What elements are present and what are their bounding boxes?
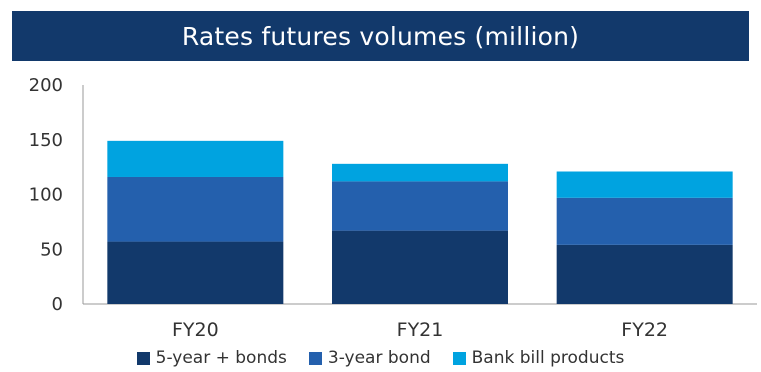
bar-fy20-series-2 — [107, 140, 284, 177]
bar-fy22-series-2 — [556, 171, 733, 198]
legend-label-2: Bank bill products — [471, 348, 625, 368]
legend-swatch-0 — [136, 351, 150, 365]
legend-swatch-1 — [308, 351, 322, 365]
x-axis-categories: FY20 FY21 FY22 — [172, 319, 668, 341]
y-tick-label-0: 0 — [52, 294, 63, 315]
y-tick-label-1: 50 — [40, 239, 63, 260]
bar-fy20-series-0 — [107, 241, 284, 304]
legend-item-1: 3-year bond — [308, 348, 431, 368]
bar-fy22-series-0 — [556, 244, 733, 304]
stacked-bar-chart: 0 50 100 150 200 FY20 FY21 FY22 — [29, 75, 757, 341]
legend-item-2: Bank bill products — [452, 348, 625, 368]
bar-fy20-series-1 — [107, 176, 284, 242]
legend-label-1: 3-year bond — [327, 348, 431, 368]
bars-group — [107, 140, 733, 304]
y-tick-label-2: 100 — [29, 185, 63, 206]
y-axis-ticks: 0 50 100 150 200 — [29, 75, 63, 315]
bar-fy22-series-1 — [556, 197, 733, 245]
x-category-label-1: FY21 — [397, 319, 444, 341]
legend-swatch-2 — [452, 351, 466, 365]
chart-title: Rates futures volumes (million) — [181, 21, 580, 51]
chart-title-bar: Rates futures volumes (million) — [12, 11, 749, 61]
x-category-label-2: FY22 — [621, 319, 668, 341]
legend: 5-year + bonds 3-year bond Bank bill produ… — [0, 348, 761, 368]
legend-item-0: 5-year + bonds — [136, 348, 287, 368]
bar-fy21-series-1 — [332, 181, 508, 231]
x-category-label-0: FY20 — [172, 319, 219, 341]
y-tick-label-3: 150 — [29, 130, 63, 151]
bar-fy21-series-2 — [332, 163, 508, 182]
y-tick-label-4: 200 — [29, 75, 63, 96]
legend-label-0: 5-year + bonds — [155, 348, 287, 368]
bar-fy21-series-0 — [332, 230, 508, 304]
